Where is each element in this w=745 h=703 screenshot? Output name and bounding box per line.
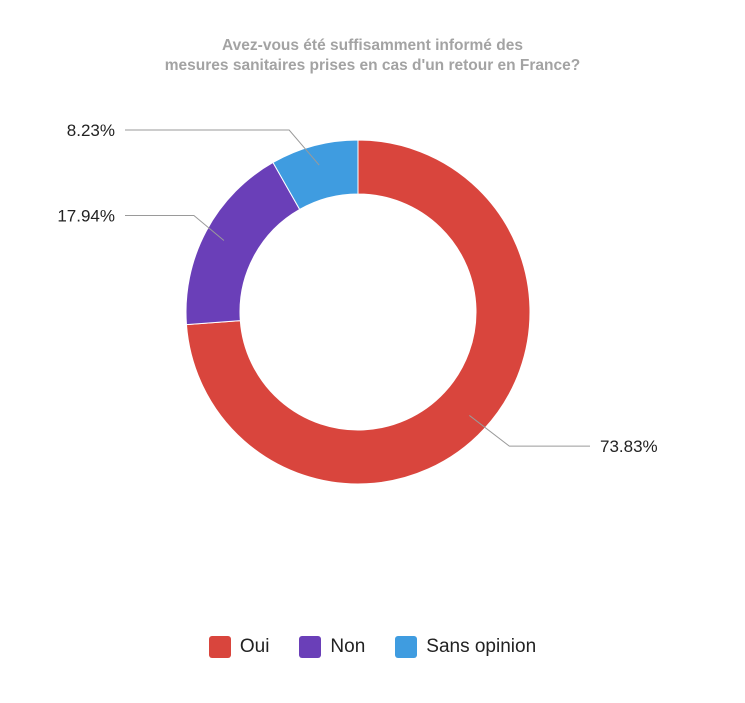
legend-label-sans-opinion: Sans opinion xyxy=(426,636,537,657)
legend-swatch-non xyxy=(299,636,322,658)
legend-label-oui: Oui xyxy=(239,636,270,657)
leader-line-non xyxy=(125,214,225,241)
legend-item-non[interactable]: Non xyxy=(299,636,365,658)
chart-title-line-1: Avez-vous été suffisamment informé des xyxy=(222,37,523,54)
legend-label-non: Non xyxy=(330,636,366,657)
legend-item-oui[interactable]: Oui xyxy=(208,636,270,658)
legend-swatch-sans-opinion xyxy=(395,636,418,658)
data-label-sans-opinion: 8.23% xyxy=(67,121,115,140)
slice-non[interactable] xyxy=(185,161,301,326)
slice-oui[interactable] xyxy=(185,139,531,485)
leader-line-sans-opinion xyxy=(125,129,320,166)
chart-title: Avez-vous été suffisamment informé des m… xyxy=(0,36,745,76)
data-label-oui: 73.83% xyxy=(600,437,658,456)
donut-chart: 73.83% 17.94% 8.23% xyxy=(57,121,658,485)
slice-sans-opinion[interactable] xyxy=(272,139,359,211)
data-label-non: 17.94% xyxy=(57,206,115,225)
legend-swatch-oui xyxy=(208,636,231,658)
chart-legend: Oui Non Sans opinion xyxy=(0,636,745,658)
legend-item-sans-opinion[interactable]: Sans opinion xyxy=(395,636,536,658)
leader-line-oui xyxy=(469,415,590,447)
chart-title-line-2: mesures sanitaires prises en cas d'un re… xyxy=(164,57,581,74)
